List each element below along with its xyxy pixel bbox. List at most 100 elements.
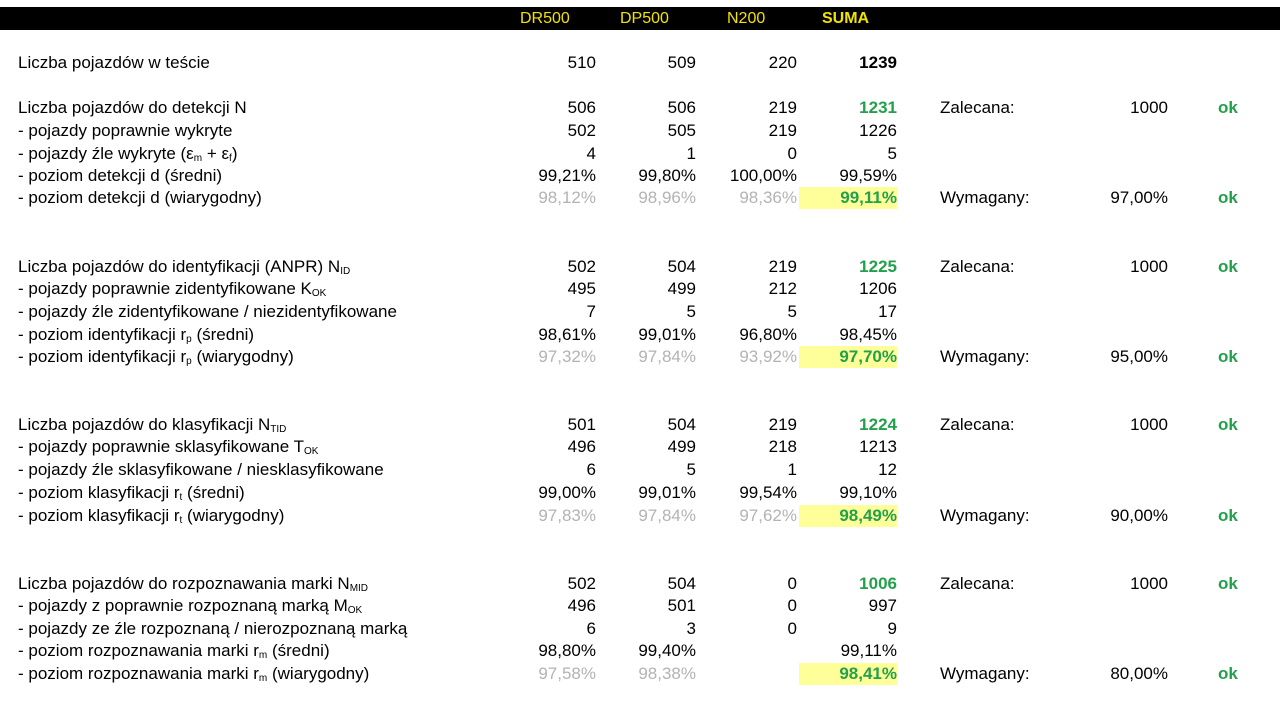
section-detection-correct-row: - pojazdy poprawnie wykryte 502 505 219 … xyxy=(0,120,1280,142)
requirement-value: 1000 xyxy=(1130,257,1168,276)
section-identification-main-row: Liczba pojazdów do identyfikacji (ANPR) … xyxy=(0,256,1280,278)
value-suma: 99,11% xyxy=(840,641,897,660)
status-ok: ok xyxy=(1218,257,1238,276)
value-dr500: 7 xyxy=(586,302,596,321)
row-label: - pojazdy poprawnie wykryte xyxy=(18,121,233,140)
value-dp500: 499 xyxy=(667,279,696,298)
value-suma-highlighted: 99,11% xyxy=(799,187,897,209)
value-dr500: 4 xyxy=(586,144,596,163)
value-dr500: 97,83% xyxy=(538,506,596,525)
value-dp500: 504 xyxy=(667,415,696,434)
value-dp500: 98,96% xyxy=(638,188,696,207)
value-dr500: 506 xyxy=(567,98,596,117)
value-suma: 9 xyxy=(887,619,897,638)
row-label: - poziom identyfikacji rp (średni) xyxy=(18,325,255,345)
requirement-value: 97,00% xyxy=(1110,188,1168,207)
value-dr500: 6 xyxy=(586,460,596,479)
requirement-value: 90,00% xyxy=(1110,506,1168,525)
row-label: - poziom identyfikacji rp (wiarygodny) xyxy=(18,347,294,367)
requirement-value: 1000 xyxy=(1130,415,1168,434)
value-n200: 1 xyxy=(787,460,797,479)
section-make-recognition-wrong-row: - pojazdy ze źle rozpoznaną / nierozpozn… xyxy=(0,618,1280,640)
value-n200: 96,80% xyxy=(739,325,797,344)
row-label: - pojazdy ze źle rozpoznaną / nierozpozn… xyxy=(18,619,408,638)
requirement-label: Zalecana: xyxy=(940,574,1015,593)
value-n200: 219 xyxy=(768,415,797,434)
status-ok: ok xyxy=(1218,98,1238,117)
value-suma: 99,59% xyxy=(839,166,897,185)
value-dp500: 1 xyxy=(686,144,696,163)
value-suma: 99,10% xyxy=(839,483,897,502)
value-suma: 1226 xyxy=(859,121,897,140)
requirement-value: 1000 xyxy=(1130,98,1168,117)
section-classification-main-row: Liczba pojazdów do klasyfikacji NTID 501… xyxy=(0,414,1280,436)
col-header-suma: SUMA xyxy=(822,10,870,27)
value-n200: 97,62% xyxy=(739,506,797,525)
value-suma: 1231 xyxy=(859,98,897,117)
value-dr500: 510 xyxy=(567,53,596,72)
value-suma: 997 xyxy=(868,596,897,615)
row-label: - poziom klasyfikacji rt (średni) xyxy=(18,483,245,503)
row-label: - pojazdy z poprawnie rozpoznaną marką M… xyxy=(18,596,363,616)
value-dr500: 501 xyxy=(567,415,596,434)
section-detection-reliable-row: - poziom detekcji d (wiarygodny) 98,12% … xyxy=(0,187,1280,209)
row-label: - poziom klasyfikacji rt (wiarygodny) xyxy=(18,506,285,526)
value-dp500: 501 xyxy=(667,596,696,615)
value-n200: 220 xyxy=(768,53,797,72)
status-ok: ok xyxy=(1218,347,1238,366)
value-dp500: 5 xyxy=(686,302,696,321)
value-dp500: 98,38% xyxy=(638,664,696,683)
section-classification-reliable-row: - poziom klasyfikacji rt (wiarygodny) 97… xyxy=(0,505,1280,527)
requirement-label: Zalecana: xyxy=(940,98,1015,117)
value-dp500: 99,01% xyxy=(638,483,696,502)
section-make-recognition-avg-row: - poziom rozpoznawania marki rm (średni)… xyxy=(0,640,1280,662)
value-dr500: 6 xyxy=(586,619,596,638)
value-n200: 0 xyxy=(787,144,797,163)
value-dp500: 97,84% xyxy=(638,506,696,525)
value-suma-highlighted: 98,49% xyxy=(799,505,897,527)
value-dr500: 98,12% xyxy=(538,188,596,207)
row-label: - pojazdy poprawnie zidentyfikowane KOK xyxy=(18,279,327,299)
row-label: Liczba pojazdów w teście xyxy=(18,53,210,72)
value-n200: 219 xyxy=(768,257,797,276)
total-row: Liczba pojazdów w teście 510 509 220 123… xyxy=(0,52,1280,74)
row-label: - pojazdy źle zidentyfikowane / nieziden… xyxy=(18,302,397,321)
row-label: Liczba pojazdów do rozpoznawania marki N… xyxy=(18,574,369,594)
value-suma: 1206 xyxy=(859,279,897,298)
value-suma-highlighted: 97,70% xyxy=(799,346,897,368)
section-detection-main-row: Liczba pojazdów do detekcji N 506 506 21… xyxy=(0,97,1280,119)
value-suma: 1006 xyxy=(859,574,897,593)
section-identification-correct-row: - pojazdy poprawnie zidentyfikowane KOK … xyxy=(0,278,1280,300)
value-dp500: 5 xyxy=(686,460,696,479)
value-n200: 0 xyxy=(787,596,797,615)
requirement-label: Zalecana: xyxy=(940,415,1015,434)
value-dr500: 496 xyxy=(567,596,596,615)
value-n200: 218 xyxy=(768,437,797,456)
value-dr500: 502 xyxy=(567,574,596,593)
row-label: - poziom rozpoznawania marki rm (średni) xyxy=(18,641,330,661)
row-label: - poziom detekcji d (średni) xyxy=(18,166,223,185)
section-detection-avg-row: - poziom detekcji d (średni) 99,21% 99,8… xyxy=(0,165,1280,187)
value-dp500: 99,80% xyxy=(638,166,696,185)
value-dp500: 499 xyxy=(667,437,696,456)
requirement-label: Zalecana: xyxy=(940,257,1015,276)
value-n200: 219 xyxy=(768,98,797,117)
section-identification-reliable-row: - poziom identyfikacji rp (wiarygodny) 9… xyxy=(0,346,1280,368)
section-detection-wrong-row: - pojazdy źle wykryte (εm + εf) 4 1 0 5 xyxy=(0,143,1280,165)
status-ok: ok xyxy=(1218,506,1238,525)
section-identification-avg-row: - poziom identyfikacji rp (średni) 98,61… xyxy=(0,324,1280,346)
row-label: Liczba pojazdów do identyfikacji (ANPR) … xyxy=(18,257,351,277)
section-classification-correct-row: - pojazdy poprawnie sklasyfikowane TOK 4… xyxy=(0,436,1280,458)
section-identification-wrong-row: - pojazdy źle zidentyfikowane / nieziden… xyxy=(0,301,1280,323)
status-ok: ok xyxy=(1218,664,1238,683)
requirement-label: Wymagany: xyxy=(940,188,1030,207)
value-dp500: 506 xyxy=(667,98,696,117)
value-dr500: 98,80% xyxy=(538,641,596,660)
requirement-label: Wymagany: xyxy=(940,347,1030,366)
value-dp500: 504 xyxy=(667,574,696,593)
row-label: Liczba pojazdów do klasyfikacji NTID xyxy=(18,415,287,435)
value-dr500: 98,61% xyxy=(538,325,596,344)
value-dr500: 502 xyxy=(567,121,596,140)
status-ok: ok xyxy=(1218,188,1238,207)
value-dp500: 99,40% xyxy=(638,641,696,660)
